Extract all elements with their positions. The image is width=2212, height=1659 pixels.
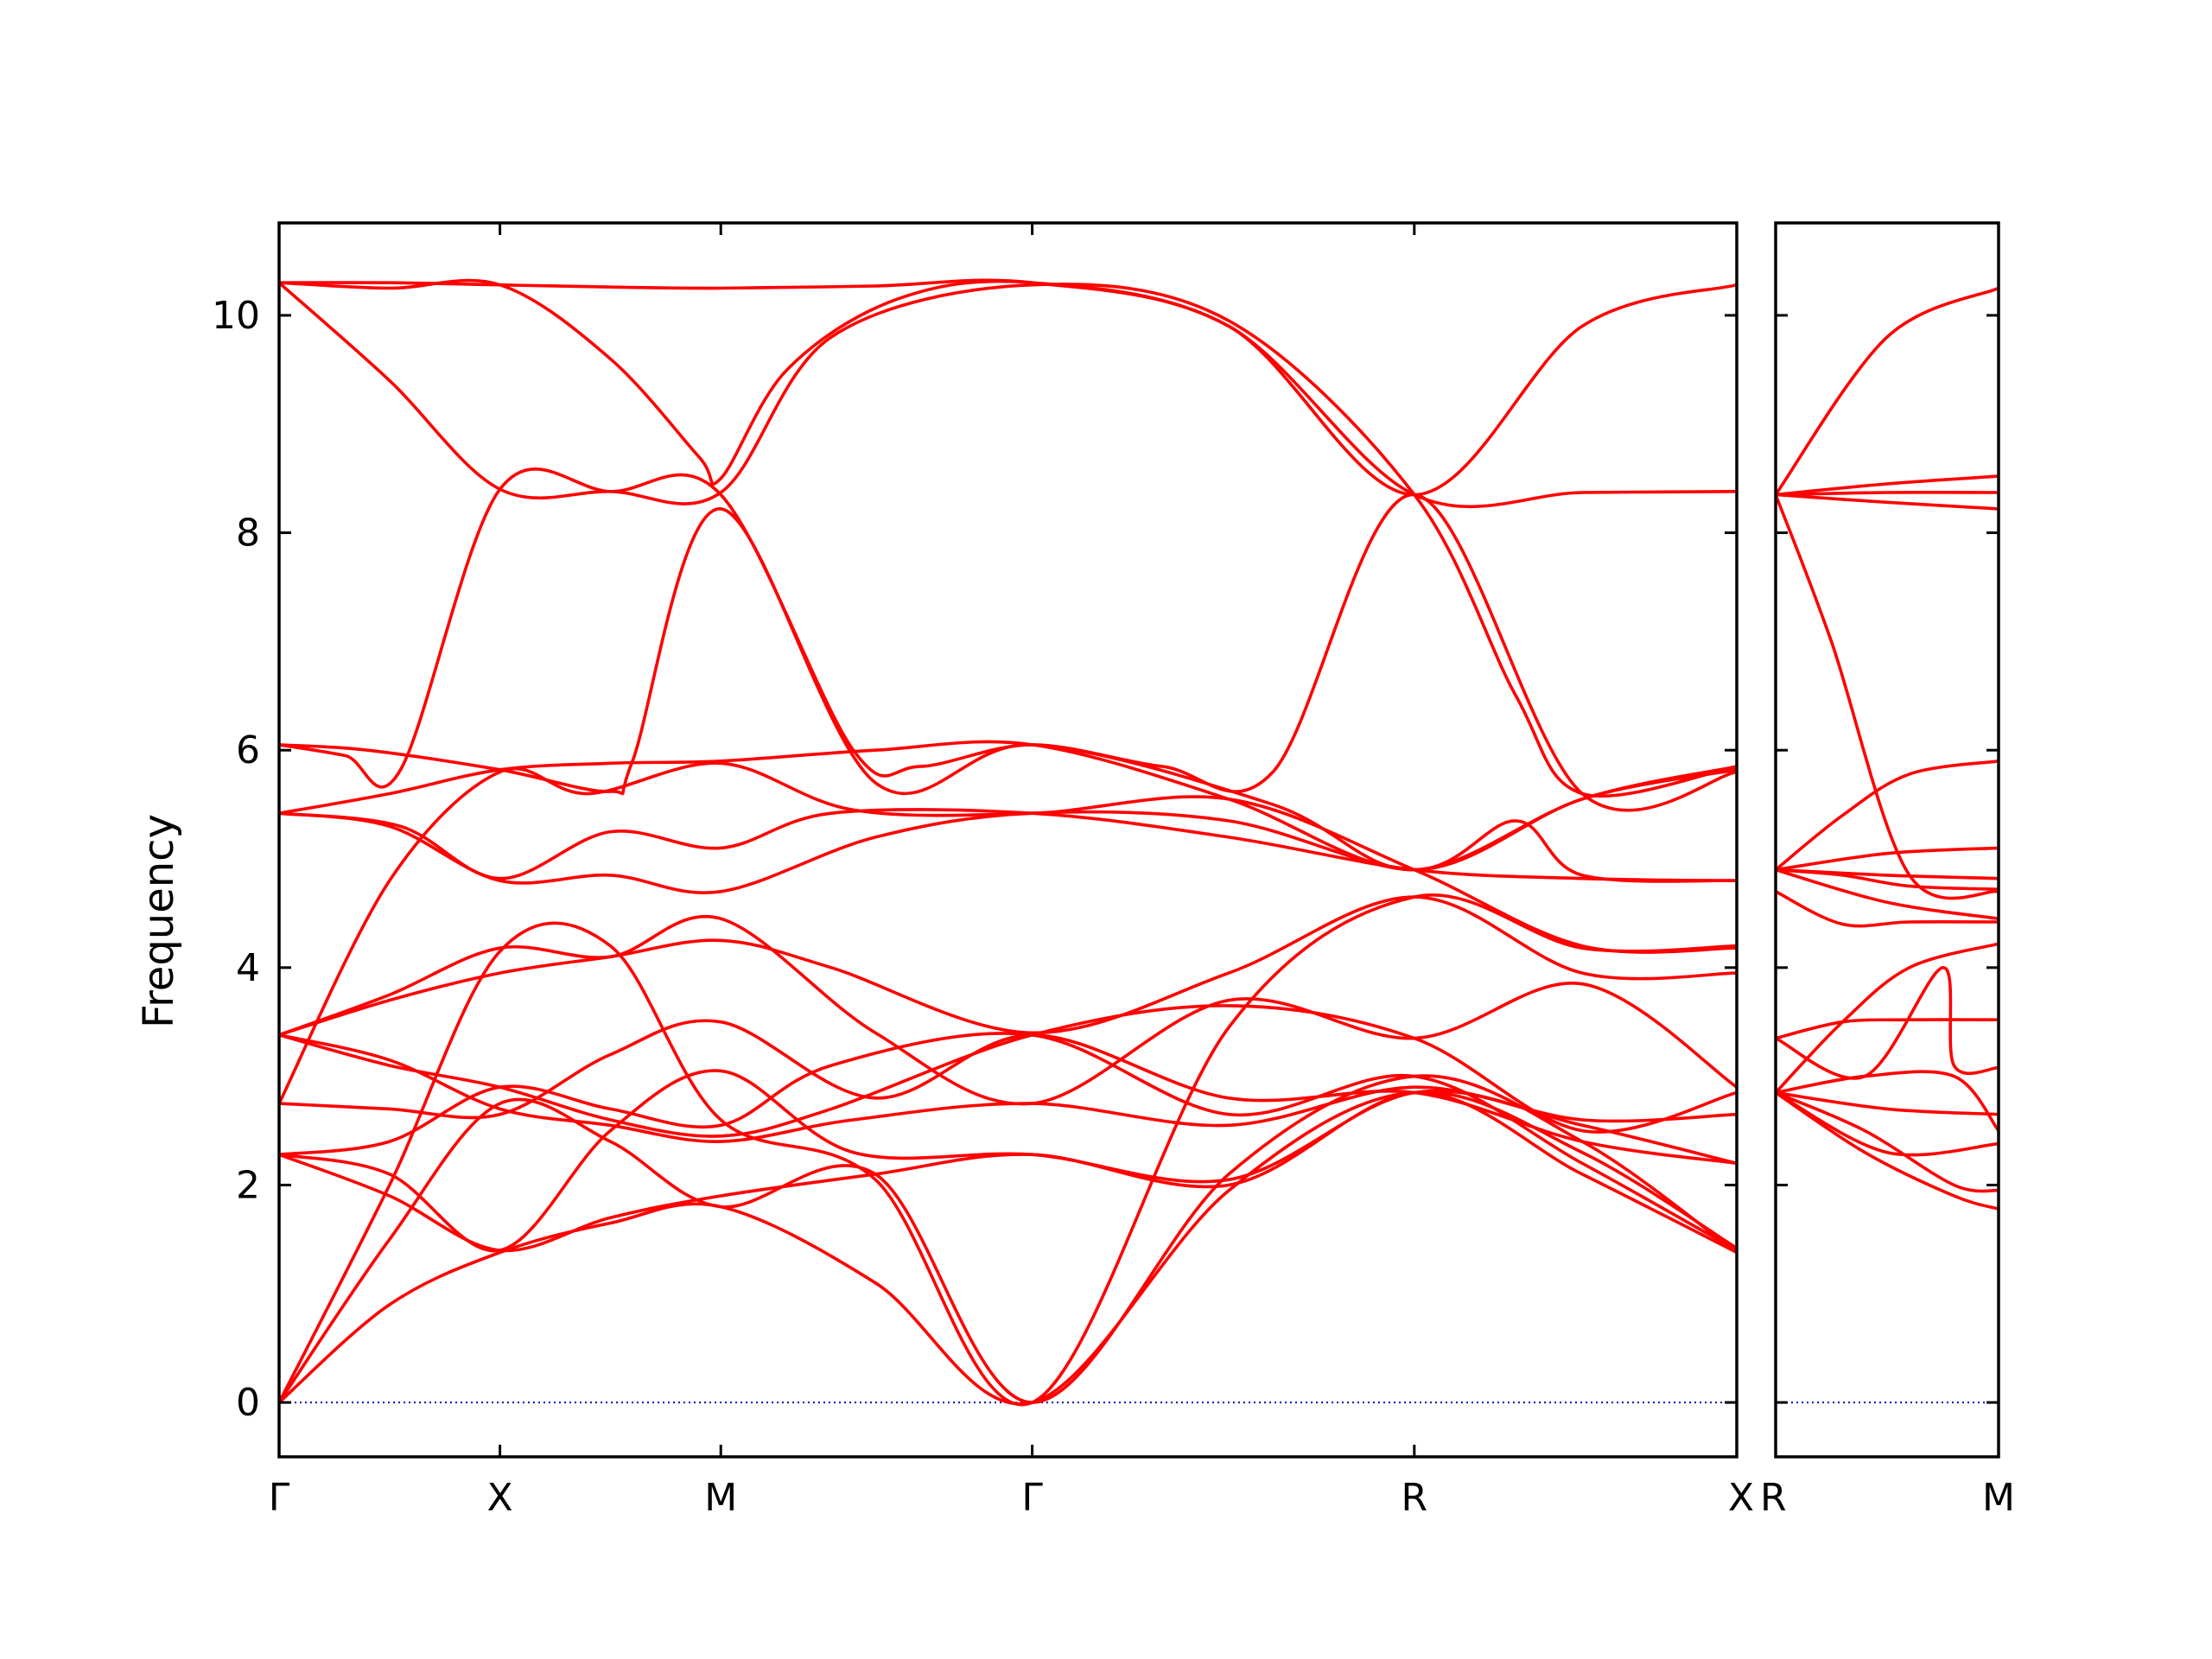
phonon-band-10 <box>1776 868 1999 920</box>
phonon-band-9 <box>279 761 1737 1105</box>
phonon-band-10 <box>279 895 1737 1037</box>
phonon-band-7 <box>1776 846 1999 872</box>
y-tick-label: 6 <box>236 728 260 772</box>
x-tick-label: Γ <box>1021 1476 1043 1520</box>
y-tick-label: 4 <box>236 946 260 990</box>
x-tick-label: X <box>487 1476 513 1520</box>
y-tick-label: 8 <box>236 512 260 556</box>
phonon-band-14 <box>1776 966 1999 1080</box>
phonon-band-15 <box>1776 1070 1999 1133</box>
phonon-band-12 <box>1776 942 1999 1095</box>
x-tick-label: R <box>1760 1476 1787 1520</box>
x-tick-label: M <box>704 1476 737 1520</box>
phonon-band-3 <box>1776 491 1999 497</box>
phonon-band-6 <box>1776 760 1999 872</box>
y-tick-label: 0 <box>236 1381 260 1425</box>
y-tick-label: 2 <box>236 1163 260 1207</box>
phonon-band-12 <box>279 1004 1737 1138</box>
phonon-band-17 <box>279 1090 1737 1253</box>
y-tick-label: 10 <box>212 294 260 338</box>
phonon-band-9 <box>1776 868 1999 891</box>
phonon-band-13 <box>1776 1018 1999 1040</box>
phonon-band-5 <box>1776 493 1999 900</box>
phonon-band-19 <box>279 893 1737 1407</box>
phonon-band-16 <box>1776 1090 1999 1116</box>
phonon-band-2 <box>279 278 1737 497</box>
phonon-band-18 <box>1776 1090 1999 1193</box>
panel-main: 0 2 4 6 8 10 Γ X M Γ R X <box>212 221 1754 1520</box>
phonon-band-19 <box>1776 1090 1999 1211</box>
phonon-band-11 <box>279 915 1737 1106</box>
phonon-band-2 <box>1776 474 1999 497</box>
phonon-band-11 <box>1776 890 1999 928</box>
phonon-band-20 <box>279 1090 1737 1406</box>
phonon-band-14 <box>279 1019 1737 1166</box>
y-axis-label: Frequency <box>135 814 183 1028</box>
band-group <box>279 278 1737 1407</box>
phonon-band-16 <box>279 1069 1737 1253</box>
phonon-band-8 <box>279 808 1737 882</box>
phonon-band-6 <box>279 740 1737 872</box>
plot-frame <box>1774 221 2000 1459</box>
x-tick-label: M <box>1982 1476 2015 1520</box>
plot-frame <box>277 221 1738 1459</box>
x-tick-label: R <box>1402 1476 1428 1520</box>
phonon-band-1 <box>1776 286 1999 497</box>
x-tick-label: Γ <box>269 1476 290 1520</box>
phonon-band-4 <box>279 467 1737 812</box>
phonon-band-4 <box>1776 493 1999 511</box>
x-tick-label: X <box>1728 1476 1754 1520</box>
phonon-band-18 <box>279 1074 1737 1404</box>
band-group <box>1776 286 1999 1211</box>
phonon-band-3 <box>279 281 1737 798</box>
